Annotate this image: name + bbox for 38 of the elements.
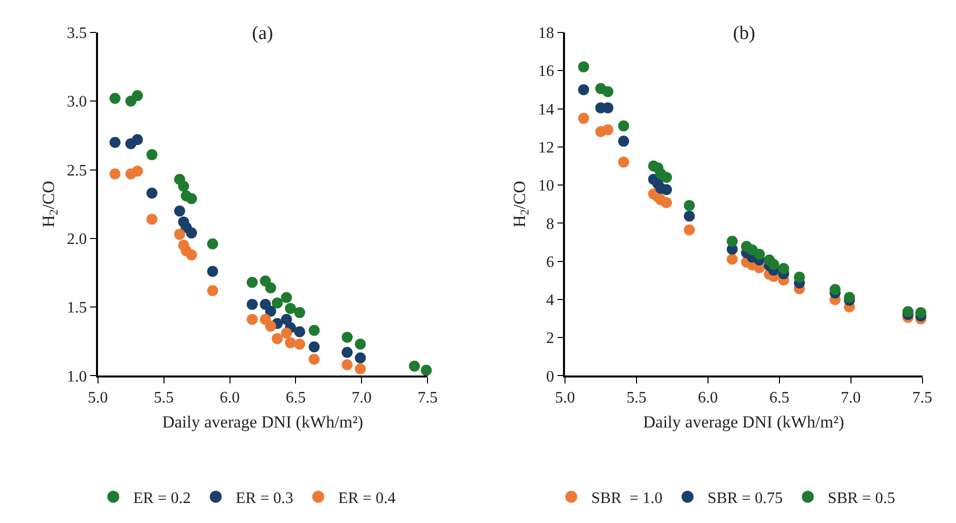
y-tick-label: 6 xyxy=(546,254,554,271)
x-tick-label: 6.0 xyxy=(698,390,718,407)
legend-label: SBR = 0.5 xyxy=(828,490,896,507)
y-tick-label: 10 xyxy=(538,178,554,195)
x-tick-label: 5.0 xyxy=(88,390,108,407)
x-axis-title: Daily average DNI (kWh/m²) xyxy=(643,412,844,432)
legend-label: SBR = 0.75 xyxy=(708,490,783,507)
y-tick-label: 3.5 xyxy=(66,25,87,42)
legend-label: SBR = 1.0 xyxy=(591,490,663,507)
x-tick-label: 7.5 xyxy=(912,390,932,407)
x-tick-label: 5.0 xyxy=(555,390,576,407)
y-tick-label: 4 xyxy=(546,292,554,310)
x-tick-label: 6.0 xyxy=(220,390,240,407)
y-tick-label: 8 xyxy=(546,216,554,233)
y-tick-label: 2.0 xyxy=(66,231,87,248)
y-tick-label: 0 xyxy=(546,368,554,386)
x-axis-title: Daily average DNI (kWh/m²) xyxy=(162,412,364,432)
x-tick-label: 6.5 xyxy=(286,390,306,407)
y-tick-label: 3.0 xyxy=(66,94,87,111)
y-tick-label: 14 xyxy=(538,101,554,118)
y-tick-label: 12 xyxy=(538,140,554,156)
y-tick-label: 1.5 xyxy=(66,300,87,317)
y-tick-label: 2.5 xyxy=(66,162,87,180)
y-tick-label: 16 xyxy=(538,63,554,80)
y-tick-label: 1.0 xyxy=(66,368,87,386)
x-tick-label: 7.0 xyxy=(840,390,861,407)
chart-title: (a) xyxy=(252,23,274,44)
y-tick-label: 18 xyxy=(538,25,554,42)
x-tick-label: 5.5 xyxy=(626,390,646,407)
x-tick-label: 7.0 xyxy=(352,390,372,407)
y-tick-label: 2 xyxy=(546,330,554,348)
x-tick-label: 5.5 xyxy=(154,390,174,407)
legend-label: ER = 0.3 xyxy=(236,490,294,507)
legend-label: ER = 0.4 xyxy=(338,490,396,507)
x-tick-label: 6.5 xyxy=(769,390,790,407)
legend-label: ER = 0.2 xyxy=(133,490,191,507)
chart-title: (b) xyxy=(733,23,756,44)
x-tick-label: 7.5 xyxy=(418,390,438,407)
